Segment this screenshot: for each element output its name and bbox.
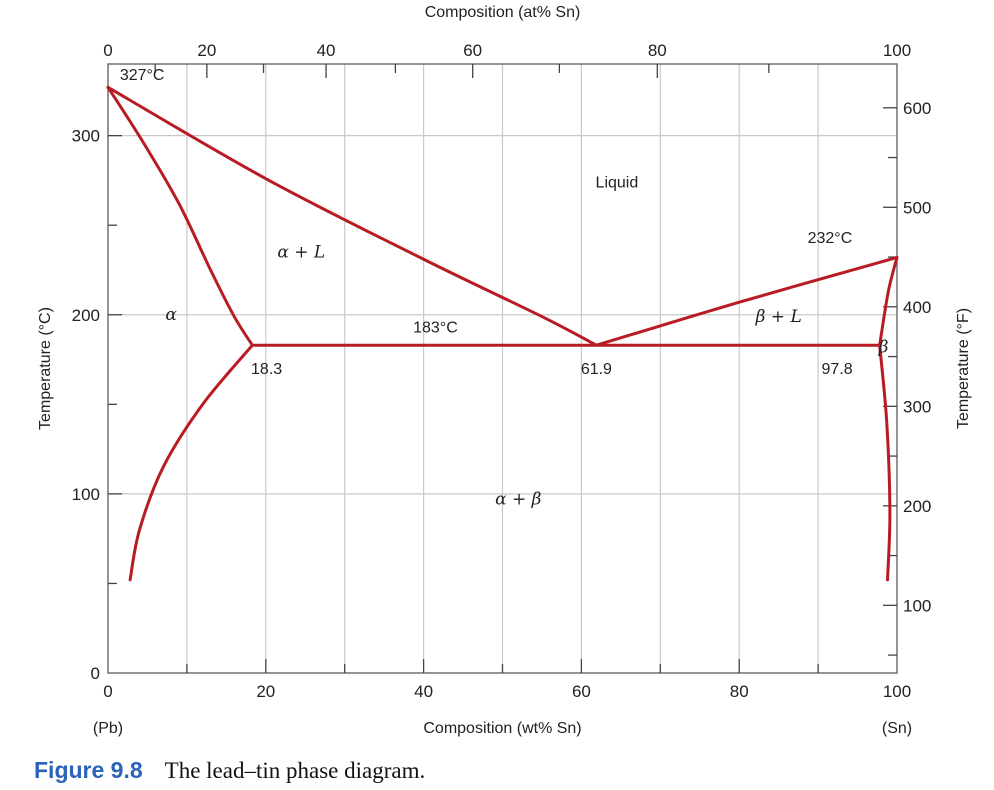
phase-boundary-line <box>878 343 892 582</box>
y-tick-label: 100 <box>72 485 100 504</box>
annotation-label: α + β <box>495 490 542 510</box>
grid-lines <box>108 64 897 673</box>
phase-boundary-line <box>106 85 598 347</box>
y2-tick-label: 100 <box>903 596 931 615</box>
y-axis-title: Temperature (°C) <box>37 307 54 430</box>
annotation-label: 232°C <box>808 230 853 247</box>
phase-boundary-line <box>878 255 899 347</box>
x2-tick-label: 100 <box>883 41 911 60</box>
phase-boundary-line <box>128 343 254 582</box>
figure-caption: Figure 9.8 The lead–tin phase diagram. <box>34 757 425 784</box>
y-tick-label: 200 <box>72 306 100 325</box>
x2-tick-label: 60 <box>463 41 482 60</box>
x2-tick-label: 0 <box>103 41 112 60</box>
x-tick-label: 0 <box>103 682 112 701</box>
chart-text: 0 20 40 60 80 100 0 20 40 60 80 100 0 100 200 300 100 200… <box>37 4 972 737</box>
phase-boundary-line <box>106 85 254 347</box>
y2-tick-label: 500 <box>903 198 931 217</box>
y2-axis-title: Temperature (°F) <box>955 308 972 429</box>
figure-caption-label: Figure 9.8 <box>34 757 143 783</box>
y2-tick-label: 400 <box>903 298 931 317</box>
annotation-label: α <box>165 305 177 325</box>
annotation-label: 61.9 <box>581 361 612 378</box>
x-tick-label: 40 <box>414 682 433 701</box>
y2-tick-label: 200 <box>903 497 931 516</box>
x2-tick-label: 80 <box>648 41 667 60</box>
phase-boundary-line <box>594 255 899 347</box>
sn-end-label: (Sn) <box>882 720 912 737</box>
x2-tick-label: 40 <box>317 41 336 60</box>
figure-caption-text: The lead–tin phase diagram. <box>164 758 426 783</box>
y-tick-label: 0 <box>91 664 100 683</box>
annotation-label: Liquid <box>596 175 639 192</box>
annotation-label: β <box>878 337 889 357</box>
y2-tick-label: 300 <box>903 397 931 416</box>
x-tick-label: 60 <box>572 682 591 701</box>
annotation-label: α + L <box>277 242 325 262</box>
x2-tick-label: 20 <box>197 41 216 60</box>
pb-end-label: (Pb) <box>93 720 123 737</box>
x-tick-label: 80 <box>730 682 749 701</box>
annotation-label: β + L <box>755 307 802 327</box>
x2-axis-title: Composition (at% Sn) <box>425 4 581 21</box>
phase-boundaries <box>106 85 899 582</box>
x-axis-title: Composition (wt% Sn) <box>423 720 581 737</box>
y-tick-label: 300 <box>72 127 100 146</box>
x-tick-label: 20 <box>256 682 275 701</box>
annotation-label: 327°C <box>120 67 165 84</box>
annotation-label: 97.8 <box>821 361 852 378</box>
y2-tick-label: 600 <box>903 99 931 118</box>
x-tick-label: 100 <box>883 682 911 701</box>
annotation-label: 183°C <box>413 320 458 337</box>
annotation-label: 18.3 <box>251 361 282 378</box>
